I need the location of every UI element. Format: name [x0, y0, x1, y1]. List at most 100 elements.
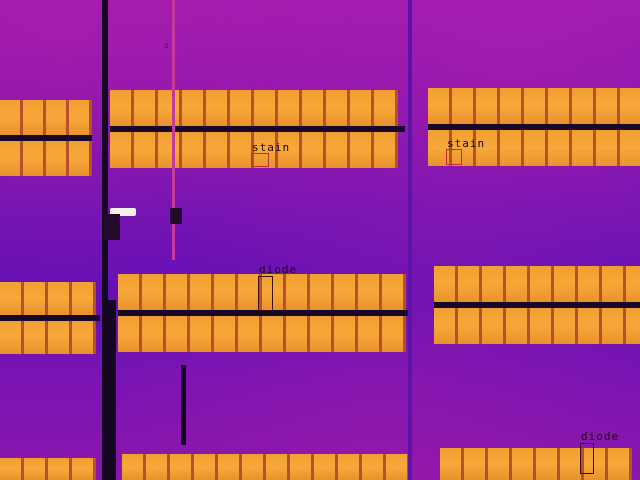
vertical-cable-mid — [172, 0, 175, 260]
panel-cell — [374, 90, 398, 126]
panel-mounting-rail — [428, 124, 640, 130]
panel-cell — [302, 90, 326, 126]
panel-segment — [0, 100, 92, 176]
panel-cell — [69, 100, 92, 135]
panel-segment — [118, 274, 410, 352]
panel-segment — [428, 88, 640, 166]
panel-cell — [206, 90, 230, 126]
panel-cell — [218, 454, 242, 480]
vertical-post-left — [102, 0, 108, 480]
panel-cell — [278, 132, 302, 168]
panel-cell — [334, 316, 358, 352]
panel-cell — [578, 266, 602, 302]
panel-cell — [0, 321, 24, 354]
panel-cell — [338, 454, 362, 480]
annotation-label-diode-1: diode — [259, 263, 298, 276]
panel-cell — [142, 316, 166, 352]
panel-cell — [190, 274, 214, 310]
panel-cell — [72, 458, 96, 480]
panel-cell — [326, 132, 350, 168]
annotation-label-diode-2: diode — [581, 430, 620, 443]
annotation-label-stain-1: stain — [252, 141, 291, 154]
panel-cell — [23, 141, 46, 176]
panel-cell — [166, 316, 190, 352]
annotation-box-stain-1 — [251, 153, 269, 167]
annotation-box-diode-1 — [258, 276, 273, 311]
panel-cell — [214, 274, 238, 310]
panel-cell — [584, 448, 608, 480]
panel-cell — [350, 90, 374, 126]
panel-cell — [572, 130, 596, 166]
panel-cell — [314, 454, 338, 480]
panel-cell — [386, 454, 410, 480]
panel-cell — [482, 266, 506, 302]
panel-cell — [334, 274, 358, 310]
panel-cell — [548, 88, 572, 124]
panel-cell — [48, 458, 72, 480]
panel-cell — [506, 308, 530, 344]
panel-cell — [554, 266, 578, 302]
panel-cell — [190, 316, 214, 352]
panel-cell — [608, 448, 632, 480]
panel-cell — [134, 132, 158, 168]
panel-cell — [524, 130, 548, 166]
panel-cell — [230, 90, 254, 126]
panel-cell — [464, 448, 488, 480]
panel-cell — [182, 90, 206, 126]
panel-cell — [290, 454, 314, 480]
panel-cell — [434, 266, 458, 302]
vertical-post-left-lower — [108, 300, 116, 480]
panel-cell — [262, 316, 286, 352]
panel-cell — [458, 308, 482, 344]
panel-cell — [452, 88, 476, 124]
panel-cell — [266, 454, 290, 480]
junction-box — [104, 214, 120, 240]
panel-cell — [500, 130, 524, 166]
panel-cell — [554, 308, 578, 344]
panel-cell — [254, 132, 278, 168]
panel-cell — [506, 266, 530, 302]
panel-cell — [602, 266, 626, 302]
panel-cell — [428, 88, 452, 124]
panel-cell — [302, 132, 326, 168]
panel-cell — [0, 141, 23, 176]
panel-cell — [182, 132, 206, 168]
vertical-cable-right — [408, 0, 412, 480]
panel-segment — [0, 282, 100, 354]
panel-cell — [350, 132, 374, 168]
panel-cell — [578, 308, 602, 344]
panel-cell — [158, 90, 182, 126]
panel-cell — [142, 274, 166, 310]
panel-cell — [72, 321, 96, 354]
panel-segment — [0, 458, 104, 480]
panel-cell — [602, 308, 626, 344]
panel-mounting-rail — [118, 310, 410, 316]
panel-cell — [362, 454, 386, 480]
panel-mounting-rail — [0, 315, 100, 321]
panel-cell — [358, 316, 382, 352]
panel-segment — [434, 266, 640, 344]
panel-cell — [500, 88, 524, 124]
panel-cell — [242, 454, 266, 480]
panel-cell — [382, 316, 406, 352]
panel-cell — [110, 90, 134, 126]
panel-cell — [0, 282, 24, 315]
panel-cell — [230, 132, 254, 168]
panel-cell — [310, 274, 334, 310]
panel-cell — [548, 130, 572, 166]
panel-cell — [48, 282, 72, 315]
panel-cell — [358, 274, 382, 310]
panel-cell — [72, 282, 96, 315]
panel-cell — [382, 274, 406, 310]
panel-cell — [118, 274, 142, 310]
panel-cell — [214, 316, 238, 352]
panel-cell — [254, 90, 278, 126]
panel-cell — [310, 316, 334, 352]
panel-cell — [69, 141, 92, 176]
panel-cell — [262, 274, 286, 310]
panel-cell — [440, 448, 464, 480]
panel-mounting-rail — [110, 126, 405, 132]
panel-cell — [596, 88, 620, 124]
panel-cell — [286, 274, 310, 310]
